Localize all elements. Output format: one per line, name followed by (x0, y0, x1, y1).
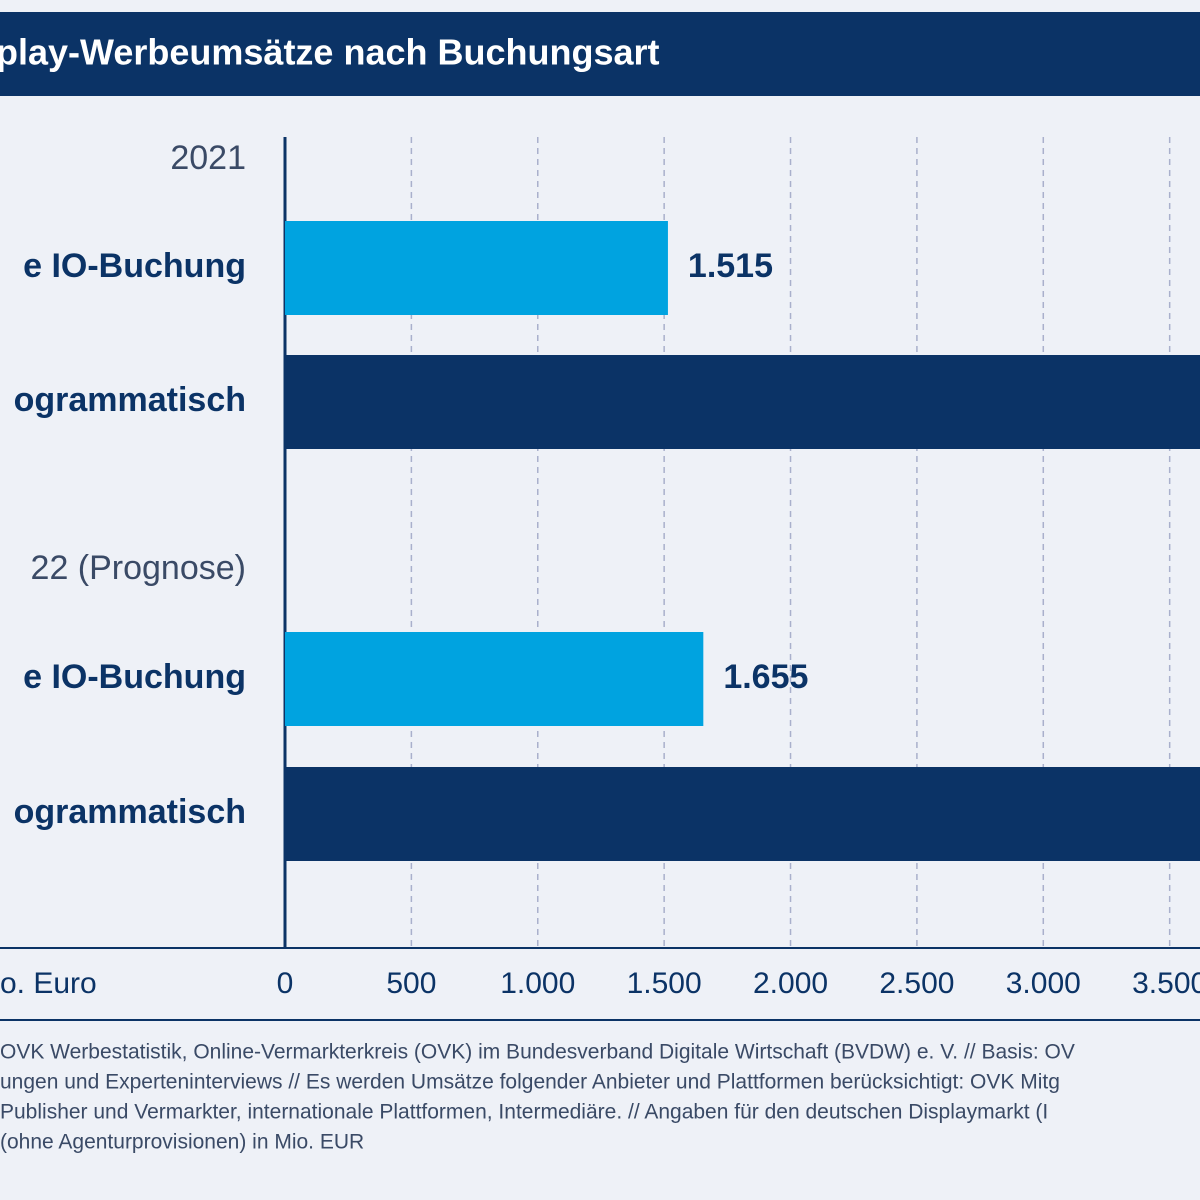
group-label: 22 (Prognose) (31, 549, 246, 587)
bar (285, 221, 668, 315)
category-label: e IO-Buchung (23, 658, 246, 696)
source-line: Publisher und Vermarkter, internationale… (0, 1101, 1048, 1124)
bar (285, 355, 1200, 449)
source-line: OVK Werbestatistik, Online-Vermarkterkre… (0, 1041, 1075, 1064)
bar (285, 767, 1200, 861)
x-tick-label: 1.000 (500, 967, 575, 1000)
x-tick-label: 2.000 (753, 967, 828, 1000)
x-tick-label: 3.000 (1006, 967, 1081, 1000)
source-line: (ohne Agenturprovisionen) in Mio. EUR (0, 1131, 364, 1154)
category-label: e IO-Buchung (23, 247, 246, 285)
header-band (0, 12, 1200, 96)
group-label: 2021 (170, 139, 246, 177)
source-line: ungen und Experteninterviews // Es werde… (0, 1071, 1060, 1094)
x-axis-label: o. Euro (0, 967, 97, 1000)
value-label: 1.655 (723, 658, 808, 696)
x-tick-label: 0 (277, 967, 294, 1000)
value-label: 1.515 (688, 247, 773, 285)
category-label: ogrammatisch (14, 793, 246, 831)
x-tick-label: 2.500 (879, 967, 954, 1000)
bar (285, 632, 704, 726)
category-label: ogrammatisch (14, 381, 246, 419)
x-tick-label: 1.500 (627, 967, 702, 1000)
chart-title: play-Werbeumsätze nach Buchungsart (0, 32, 660, 73)
x-tick-label: 3.500 (1132, 967, 1200, 1000)
x-tick-label: 500 (386, 967, 436, 1000)
